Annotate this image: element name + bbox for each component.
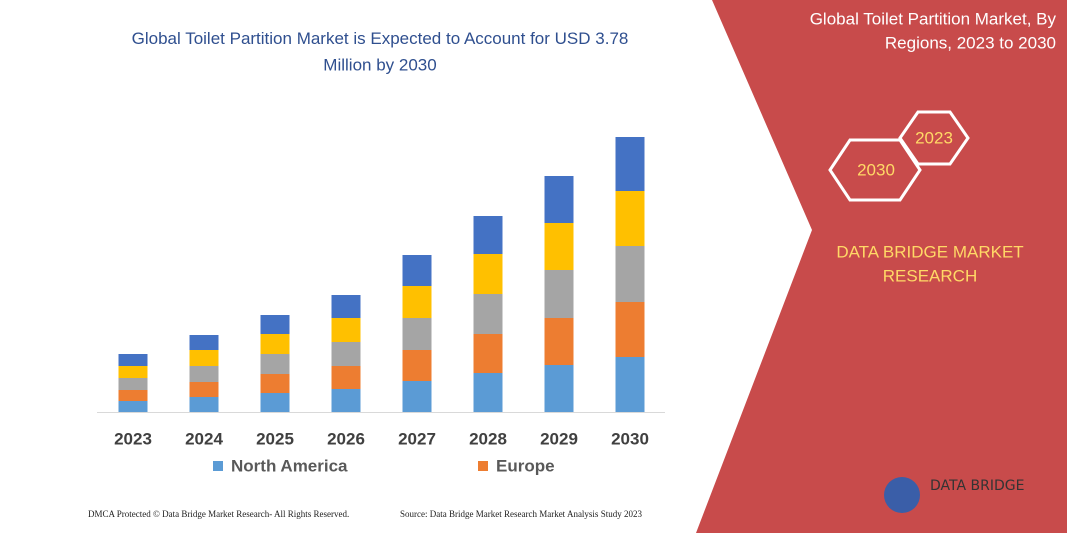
bar-segment [615,191,645,246]
footer-left: DMCA Protected © Data Bridge Market Rese… [88,509,349,519]
bar-segment [189,382,219,397]
x-tick-label: 2025 [256,429,294,448]
chart-title-line1: Global Toilet Partition Market is Expect… [132,29,629,48]
side-panel-bg [696,0,1067,533]
bar-segment [473,373,503,412]
x-tick-label: 2023 [114,429,152,448]
hexagon [898,110,970,166]
bar-segment [331,366,361,389]
x-tick-label: 2028 [469,429,507,448]
legend-label: North America [231,456,348,475]
bar-segment [544,270,574,318]
bar-segment [189,366,219,382]
bar-segment [118,354,148,366]
brand-text: RESEARCH [883,266,977,285]
bar-segment [615,137,645,191]
bar-segment [544,365,574,412]
bar-segment [402,381,432,412]
legend-swatch [478,461,488,471]
logo-mark [884,477,920,513]
bar-segment [331,295,361,318]
bar-segment [544,318,574,365]
bar-segment [473,294,503,334]
bar-segment [189,350,219,366]
x-tick-label: 2026 [327,429,365,448]
bar-segment [260,354,290,374]
bar-segment [402,286,432,318]
bar-segment [189,397,219,412]
x-tick-label: 2024 [185,429,223,448]
bar-segment [544,223,574,270]
bar-segment [402,318,432,350]
bar-segment [118,378,148,390]
bar-segment [260,374,290,393]
footer-right: Source: Data Bridge Market Research Mark… [400,509,642,519]
bar-segment [615,246,645,302]
bar-segment [473,334,503,373]
hex-label: 2023 [915,128,953,147]
chart-title-line2: Million by 2030 [323,55,436,74]
side-title: Global Toilet Partition Market, By [810,9,1057,28]
bar-segment [331,318,361,342]
bar-segment [189,335,219,350]
bar-segment [118,401,148,412]
bar-segment [118,366,148,378]
brand-text: DATA BRIDGE MARKET [836,242,1023,261]
bar-segment [260,334,290,354]
x-tick-label: 2027 [398,429,436,448]
x-tick-label: 2030 [611,429,649,448]
side-title: Regions, 2023 to 2030 [885,33,1056,52]
bar-segment [402,350,432,381]
bar-segment [331,342,361,366]
legend-label: Europe [496,456,555,475]
bar-segment [473,216,503,254]
logo-text: DATA BRIDGE [930,478,1024,494]
bar-segment [615,302,645,357]
bar-segment [615,357,645,412]
bar-segment [331,389,361,412]
bar-segment [260,315,290,334]
bar-segment [544,176,574,223]
bar-segment [473,254,503,294]
legend-swatch [213,461,223,471]
bar-segment [402,255,432,286]
bar-segment [260,393,290,412]
x-tick-label: 2029 [540,429,578,448]
bar-segment [118,390,148,401]
hex-label: 2030 [857,160,895,179]
